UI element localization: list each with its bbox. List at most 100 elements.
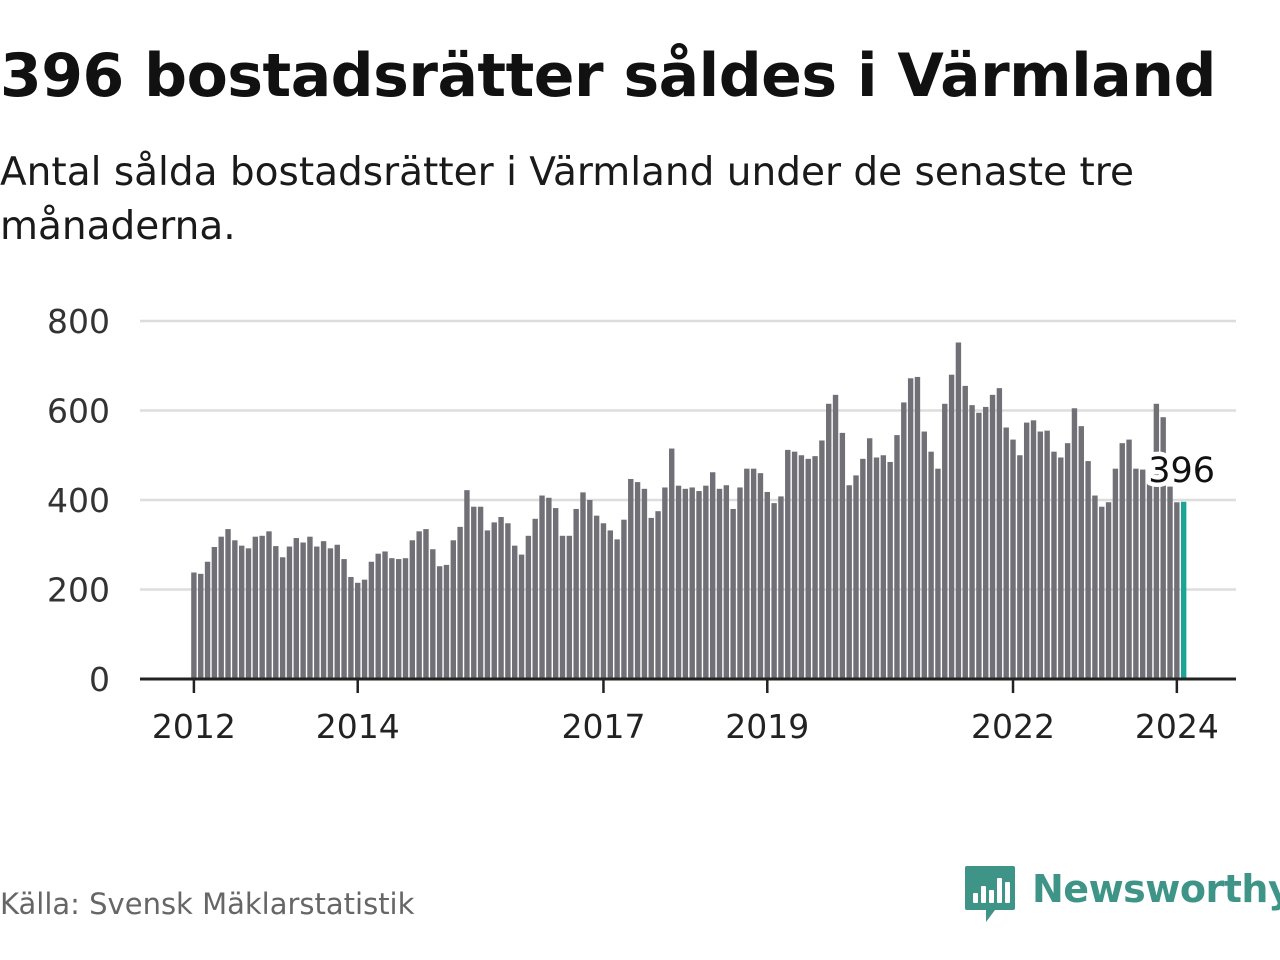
bar [355, 582, 361, 679]
bar [1112, 468, 1119, 679]
y-tick-label: 600 [47, 392, 110, 431]
bar [846, 485, 852, 679]
bar [716, 488, 723, 679]
source-note: Källa: Svensk Mäklarstatistik [0, 887, 415, 921]
bar [866, 438, 873, 679]
bar [348, 576, 354, 679]
bar [621, 519, 627, 679]
bar [1037, 431, 1044, 679]
bar [778, 496, 784, 679]
bar [1023, 422, 1030, 679]
bar [341, 559, 347, 679]
bar [245, 548, 252, 679]
bar [832, 394, 839, 679]
bar [989, 394, 996, 679]
chart-subtitle: Antal sålda bostadsrätter i Värmland und… [0, 150, 1134, 249]
bar [962, 385, 968, 679]
x-tick-label: 2024 [1135, 707, 1219, 746]
bar [484, 530, 491, 679]
bar [471, 506, 477, 679]
bar [327, 548, 334, 679]
bar [887, 461, 893, 679]
bar [293, 538, 299, 679]
bar [1167, 486, 1173, 679]
bar [218, 536, 224, 679]
bar [1051, 451, 1057, 679]
bar [477, 506, 484, 679]
bar [907, 378, 914, 679]
bar [443, 564, 450, 679]
y-tick-label: 200 [47, 571, 110, 610]
bar-chart: 0 200 400 600 800 2012 2014 2017 2019 2022 2024 39… [47, 302, 1236, 746]
bar [430, 549, 436, 679]
x-tick-label: 2019 [725, 707, 809, 746]
bar [1146, 478, 1153, 679]
bar [709, 472, 716, 679]
bar [559, 535, 566, 679]
bar [1140, 469, 1146, 679]
bar [737, 487, 743, 679]
bar [648, 517, 654, 679]
bar [662, 487, 668, 679]
bar [259, 535, 265, 679]
bar [1126, 439, 1132, 679]
bar [273, 546, 279, 679]
newsworthy-logo[interactable]: Newsworthy [964, 864, 1280, 926]
axes: 0 200 400 600 800 2012 2014 2017 2019 2022 2024 [47, 302, 1236, 746]
bar [873, 457, 880, 679]
bar-chart-bubble-icon [965, 866, 1015, 922]
bar [1010, 439, 1016, 679]
bar [1153, 403, 1160, 679]
bar [1078, 426, 1084, 679]
bar [573, 508, 579, 679]
bars [191, 342, 1187, 680]
y-tick-label: 800 [47, 302, 110, 341]
x-tick-label: 2022 [971, 707, 1055, 746]
bar [976, 412, 982, 679]
bar [969, 405, 975, 679]
bar [1092, 495, 1098, 679]
bar [723, 485, 730, 679]
chart-title: 396 bostadsrätter såldes i Värmland [0, 41, 1216, 111]
bar [525, 535, 532, 679]
bar [566, 535, 573, 679]
bar [1174, 502, 1180, 679]
bar [1071, 408, 1078, 679]
bar [764, 491, 770, 679]
bar [641, 488, 648, 679]
bar [587, 500, 593, 679]
bar [464, 490, 470, 679]
x-tick-label: 2017 [561, 707, 645, 746]
bar [539, 495, 545, 679]
bar [628, 478, 634, 679]
bar [266, 531, 272, 679]
bar [669, 448, 675, 679]
bar [518, 554, 525, 679]
bar [819, 440, 825, 679]
bar [689, 487, 695, 679]
bar [1099, 506, 1105, 679]
bar [191, 572, 197, 679]
bar [395, 559, 402, 679]
bar [1058, 457, 1064, 679]
bar [880, 455, 887, 679]
bar [252, 536, 259, 679]
bar [860, 458, 866, 679]
bar [402, 558, 409, 679]
bar [198, 573, 204, 679]
bar [771, 503, 777, 679]
bar [375, 553, 381, 679]
x-tick-label: 2014 [316, 707, 400, 746]
bar [703, 485, 709, 679]
bar [491, 522, 497, 680]
bar [279, 557, 286, 679]
bar [580, 492, 586, 679]
bar [955, 342, 962, 679]
bar [921, 431, 927, 679]
bar [1133, 468, 1139, 679]
bar [314, 546, 320, 679]
bar [839, 432, 846, 680]
bar [1160, 417, 1166, 679]
bar [634, 482, 641, 679]
bar [894, 435, 900, 679]
